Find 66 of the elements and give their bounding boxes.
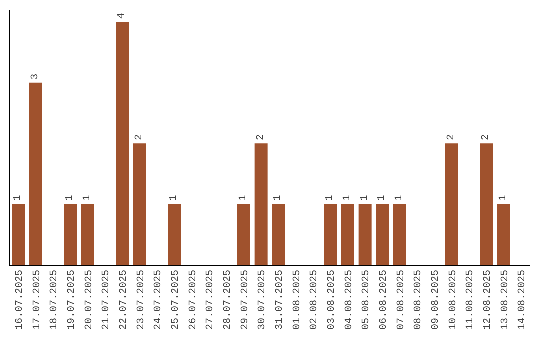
data-label: 1	[65, 195, 76, 202]
data-label: 2	[256, 134, 267, 141]
bar	[82, 204, 94, 265]
data-label: 1	[377, 195, 388, 202]
data-label: 1	[498, 195, 510, 202]
x-tick-label: 21.07.2025	[102, 270, 113, 330]
data-label: 1	[360, 195, 371, 202]
data-label: 1	[342, 195, 354, 202]
x-tick-label: 24.07.2025	[154, 270, 165, 330]
data-label: 1	[325, 195, 336, 202]
x-tick-label: 04.08.2025	[344, 270, 356, 330]
bar	[238, 204, 250, 265]
data-label: 3	[30, 74, 42, 80]
x-tick-label: 09.08.2025	[430, 270, 442, 330]
x-tick-label: 25.07.2025	[170, 270, 182, 330]
data-label: 1	[82, 195, 94, 202]
x-tick-label: 19.07.2025	[66, 270, 78, 330]
x-tick-label: 08.08.2025	[414, 270, 425, 330]
x-tick-label: 28.07.2025	[222, 270, 234, 330]
x-tick-label: 27.07.2025	[206, 270, 217, 330]
x-tick-label: 13.08.2025	[500, 270, 512, 330]
x-tick-label: 20.07.2025	[84, 270, 96, 330]
x-tick-label: 02.08.2025	[310, 270, 321, 330]
bar	[116, 22, 130, 265]
x-tick-label: 22.07.2025	[118, 270, 130, 330]
data-label: 2	[446, 134, 458, 141]
bar	[358, 204, 372, 265]
data-label: 1	[169, 195, 180, 202]
data-label: 1	[13, 195, 24, 202]
bar	[480, 144, 494, 265]
bar	[342, 204, 354, 265]
x-tick-label: 26.07.2025	[188, 270, 200, 330]
bar	[272, 204, 286, 265]
x-tick-label: 05.08.2025	[362, 270, 373, 330]
x-tick-label: 03.08.2025	[326, 270, 338, 330]
data-label: 1	[273, 195, 284, 202]
x-tick-label: 29.07.2025	[240, 270, 252, 330]
x-tick-label: 23.07.2025	[136, 270, 148, 330]
bar	[254, 144, 268, 265]
bar	[168, 204, 182, 265]
x-tick-label: 07.08.2025	[396, 270, 408, 330]
data-label: 2	[134, 134, 146, 141]
bar	[376, 204, 390, 265]
bar	[394, 204, 406, 265]
x-tick-label: 30.07.2025	[258, 270, 269, 330]
bar	[446, 144, 458, 265]
bar	[12, 204, 26, 265]
x-tick-label: 10.08.2025	[448, 270, 460, 330]
bar	[64, 204, 78, 265]
data-label: 1	[238, 195, 250, 202]
bar	[498, 204, 510, 265]
x-tick-label: 14.08.2025	[518, 270, 529, 330]
x-tick-label: 16.07.2025	[14, 270, 26, 330]
x-tick-label: 01.08.2025	[292, 270, 304, 330]
data-label: 1	[394, 195, 406, 202]
x-tick-label: 06.08.2025	[378, 270, 390, 330]
bar	[324, 204, 338, 265]
bar	[134, 144, 146, 265]
data-label: 2	[481, 134, 492, 141]
x-tick-label: 31.07.2025	[274, 270, 286, 330]
x-tick-label: 11.08.2025	[466, 270, 477, 330]
data-label: 4	[117, 13, 128, 20]
x-tick-label: 12.08.2025	[482, 270, 494, 330]
bar	[30, 82, 42, 265]
x-tick-label: 18.07.2025	[50, 270, 61, 330]
x-tick-label: 17.07.2025	[32, 270, 44, 330]
